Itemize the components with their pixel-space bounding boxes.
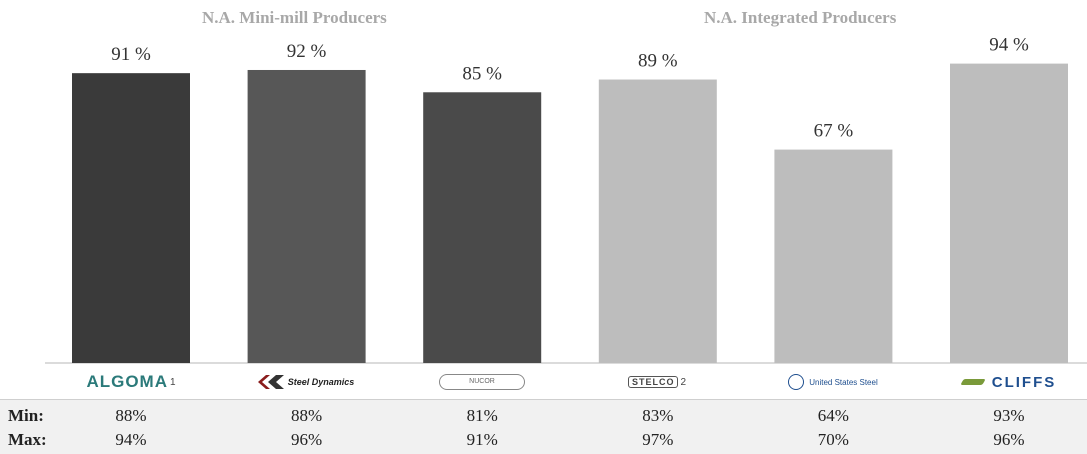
max-row-label: Max:	[8, 430, 47, 449]
max-value: 96%	[993, 430, 1025, 449]
min-value: 64%	[817, 406, 849, 425]
bar-nucor	[423, 92, 542, 364]
cliffs-mark-icon	[960, 379, 986, 385]
us-steel-logo: United States Steel	[774, 370, 892, 394]
steel-dynamics-mark-icon	[257, 375, 284, 389]
min-value: 88%	[115, 406, 147, 425]
min-value: 93%	[993, 406, 1025, 425]
max-value: 94%	[115, 430, 147, 449]
max-value: 97%	[642, 430, 674, 449]
group-label-integrated: N.A. Integrated Producers	[704, 8, 897, 27]
data-label: 89 %	[638, 51, 678, 72]
bar-stelco	[598, 79, 717, 363]
data-label: 92 %	[287, 41, 327, 62]
bar-united-states-steel	[774, 149, 893, 363]
range-table: Min: Max: 88% 88% 81% 83% 64% 93% 94% 96% 91% 97%…	[0, 399, 1087, 454]
data-label: 91 %	[111, 44, 151, 65]
data-label: 94 %	[989, 35, 1029, 56]
us-steel-mark-icon	[788, 374, 805, 390]
nucor-logo: NUCOR	[423, 370, 541, 394]
data-label: 85 %	[462, 63, 502, 84]
max-value: 96%	[291, 430, 323, 449]
bar-chart: 91 % 92 % 85 % 89 % 67 % 94 %	[45, 35, 1087, 364]
min-value: 83%	[642, 406, 674, 425]
steel-dynamics-logo: Steel Dynamics	[247, 370, 365, 394]
bar-algoma	[72, 73, 190, 363]
bar-steel-dynamics	[247, 69, 366, 363]
max-value: 70%	[817, 430, 849, 449]
bar-cliffs	[950, 63, 1068, 364]
group-label-mini-mill: N.A. Mini-mill Producers	[202, 8, 387, 27]
cliffs-logo: CLIFFS	[950, 370, 1068, 394]
data-label: 67 %	[814, 121, 854, 142]
stelco-logo: STELCO 2	[598, 370, 716, 394]
algoma-logo: ALGOMA 1	[86, 372, 176, 391]
min-row-label: Min:	[8, 406, 44, 425]
min-value: 81%	[466, 406, 498, 425]
min-value: 88%	[291, 406, 323, 425]
max-value: 91%	[466, 430, 498, 449]
